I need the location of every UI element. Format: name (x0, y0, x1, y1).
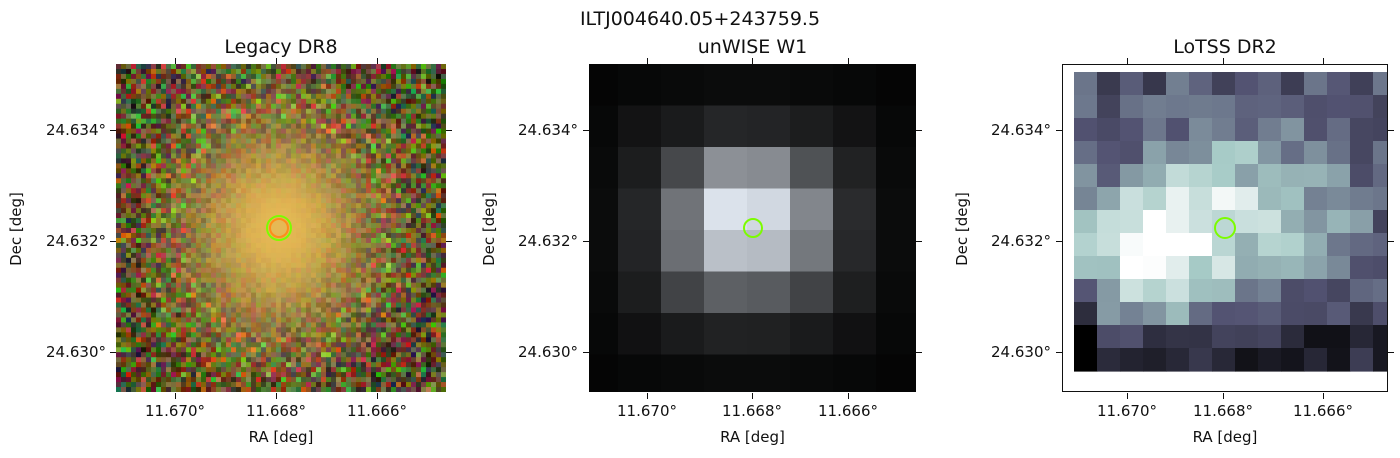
x-axis-label: RA [deg] (1192, 428, 1258, 446)
x-tick-label: 11.670° (145, 402, 205, 420)
y-tick-label: 24.634° (46, 121, 106, 139)
y-tick-label: 24.634° (991, 121, 1051, 139)
y-tick-label: 24.630° (46, 343, 106, 361)
x-tick-label: 11.670° (1097, 402, 1157, 420)
x-tick-label: 11.666° (1293, 402, 1353, 420)
source-marker (266, 215, 292, 241)
x-tick-label: 11.668° (246, 402, 306, 420)
panel-title: LoTSS DR2 (1173, 36, 1277, 58)
panel-title: Legacy DR8 (224, 36, 338, 58)
legacy-image (116, 64, 446, 392)
source-marker (1214, 217, 1236, 239)
source-marker-inner (269, 218, 289, 238)
y-tick-label: 24.632° (46, 232, 106, 250)
y-tick-label: 24.630° (518, 343, 578, 361)
y-tick-label: 24.634° (518, 121, 578, 139)
y-tick-label: 24.632° (991, 232, 1051, 250)
lotss-frame (1062, 64, 1388, 392)
x-tick-label: 11.668° (722, 402, 782, 420)
y-axis-label: Dec [deg] (953, 192, 971, 266)
x-tick-label: 11.666° (347, 402, 407, 420)
y-tick-label: 24.632° (518, 232, 578, 250)
lotss-image (1062, 64, 1388, 392)
figure-title: ILTJ004640.05+243759.5 (579, 8, 821, 30)
source-marker (743, 218, 763, 238)
y-axis-label: Dec [deg] (480, 192, 498, 266)
x-axis-label: RA [deg] (248, 428, 314, 446)
x-tick-label: 11.668° (1193, 402, 1253, 420)
x-axis-label: RA [deg] (720, 428, 785, 446)
y-axis-label: Dec [deg] (7, 192, 25, 266)
x-tick-label: 11.670° (617, 402, 677, 420)
panel-title: unWISE W1 (697, 36, 808, 58)
y-tick-label: 24.630° (991, 343, 1051, 361)
unwise-image (589, 64, 916, 392)
x-tick-label: 11.666° (818, 402, 878, 420)
